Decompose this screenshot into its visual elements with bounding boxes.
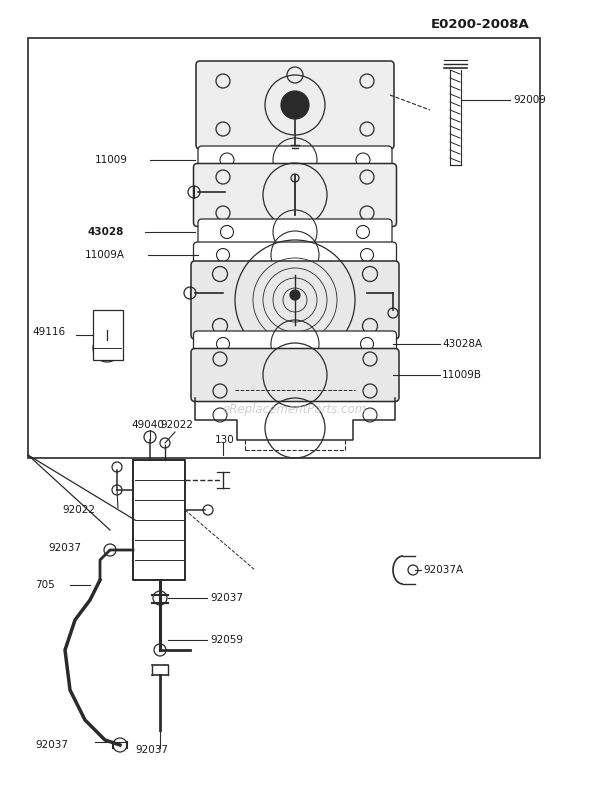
Text: 92037: 92037 bbox=[135, 745, 168, 755]
FancyBboxPatch shape bbox=[194, 331, 396, 357]
Text: 43028A: 43028A bbox=[442, 339, 482, 349]
Text: 130: 130 bbox=[215, 435, 235, 445]
Text: 92037A: 92037A bbox=[423, 565, 463, 575]
Text: 11009A: 11009A bbox=[85, 250, 125, 260]
Text: 11009: 11009 bbox=[95, 155, 128, 165]
Text: 11009B: 11009B bbox=[442, 370, 482, 380]
Bar bbox=[28, 38, 540, 458]
Text: 92022: 92022 bbox=[62, 505, 95, 515]
Text: 705: 705 bbox=[35, 580, 55, 590]
FancyBboxPatch shape bbox=[198, 146, 392, 174]
FancyBboxPatch shape bbox=[191, 348, 399, 402]
Text: 92009: 92009 bbox=[513, 95, 546, 105]
FancyBboxPatch shape bbox=[198, 219, 392, 245]
Text: 49040: 49040 bbox=[131, 420, 164, 430]
FancyBboxPatch shape bbox=[196, 61, 394, 149]
FancyBboxPatch shape bbox=[194, 163, 396, 226]
FancyBboxPatch shape bbox=[191, 261, 399, 339]
Bar bbox=[93, 310, 123, 360]
Circle shape bbox=[281, 91, 309, 119]
Text: 92037: 92037 bbox=[35, 740, 68, 750]
Text: 92037: 92037 bbox=[48, 543, 81, 553]
Text: E0200-2008A: E0200-2008A bbox=[431, 18, 530, 31]
FancyBboxPatch shape bbox=[194, 242, 396, 268]
Text: 92059: 92059 bbox=[210, 635, 243, 645]
Text: 49116: 49116 bbox=[32, 327, 65, 337]
Text: 43028: 43028 bbox=[88, 227, 124, 237]
Text: eReplacementParts.com: eReplacementParts.com bbox=[223, 403, 367, 416]
Text: 92037: 92037 bbox=[210, 593, 243, 603]
Text: 92022: 92022 bbox=[160, 420, 193, 430]
Circle shape bbox=[290, 290, 300, 300]
